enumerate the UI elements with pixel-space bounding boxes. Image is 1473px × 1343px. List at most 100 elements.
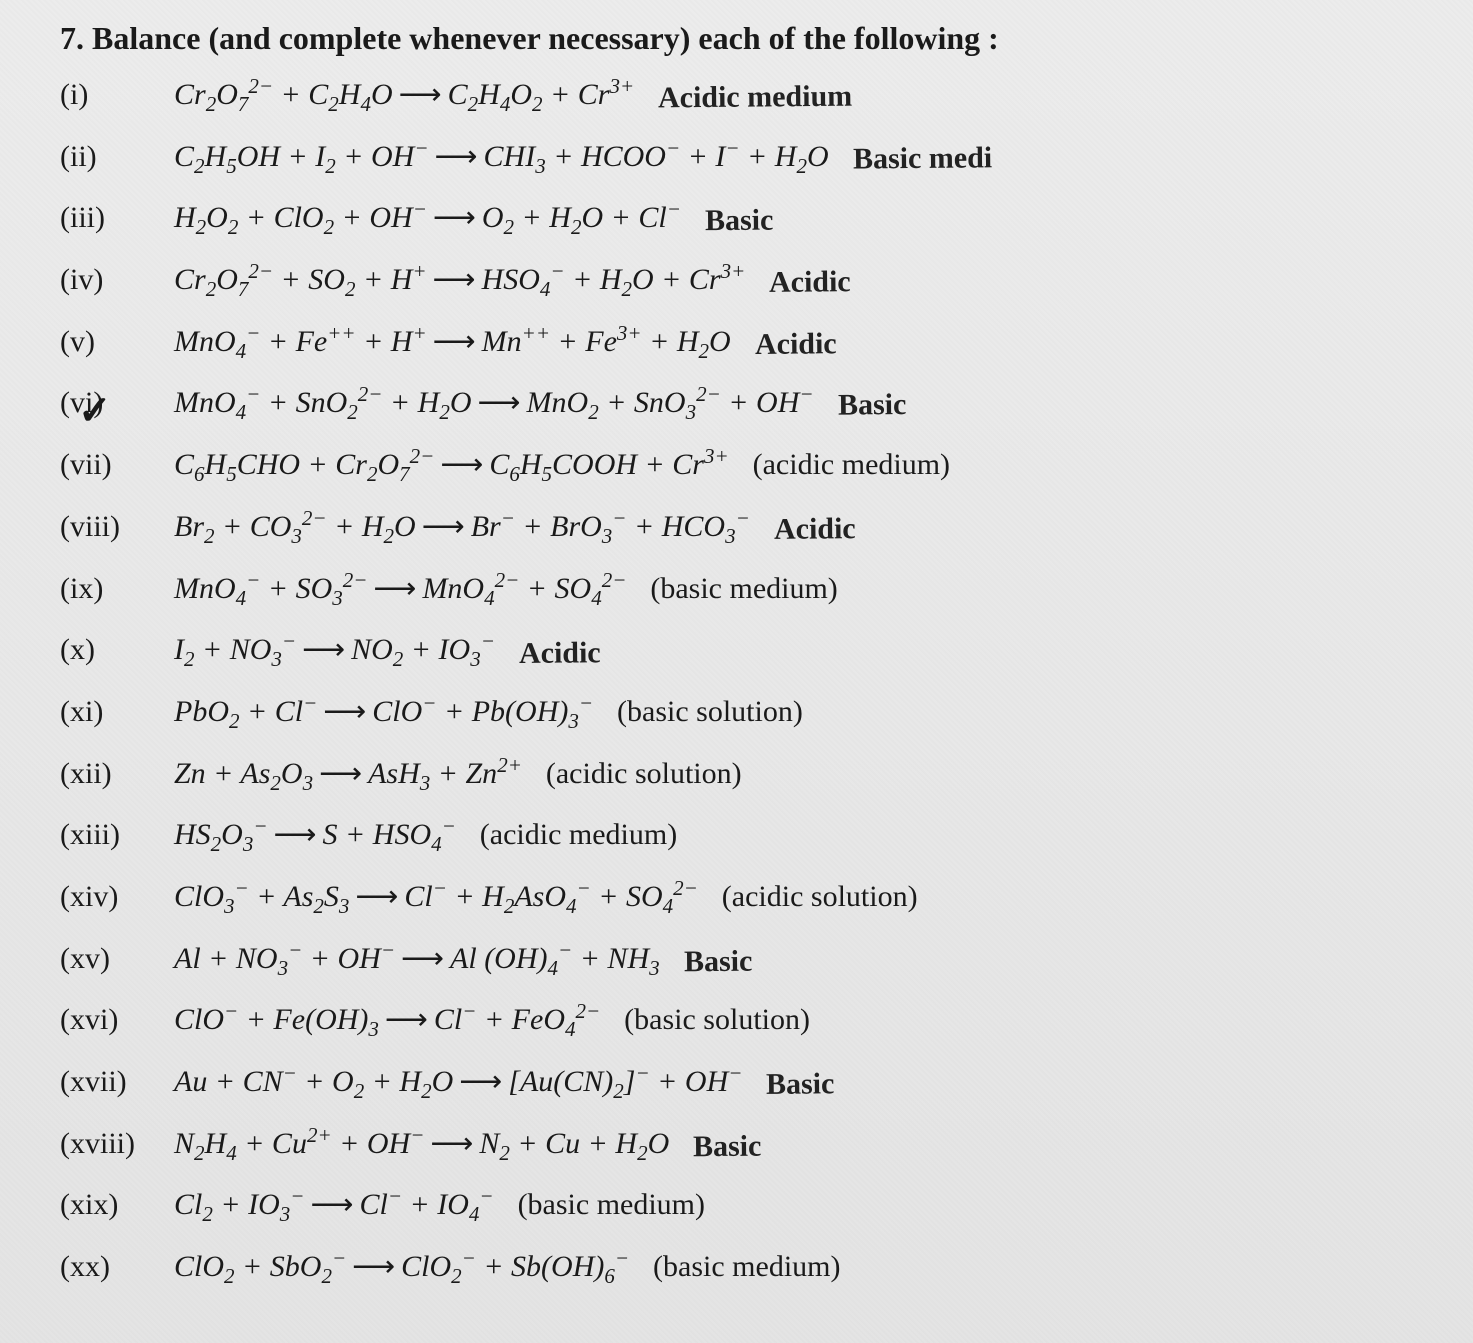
arrow-icon: ⟶ — [379, 1003, 434, 1036]
equation-body: MnO4− + SO32−⟶MnO42− + SO42− — [174, 563, 626, 617]
arrow-icon: ⟶ — [472, 386, 527, 419]
printed-note: (basic medium) — [518, 1179, 1433, 1230]
equation-number: (ii) — [60, 131, 150, 182]
handwritten-note: Basic — [683, 929, 1433, 987]
equation-number: (xvi) — [60, 994, 150, 1045]
arrow-icon: ⟶ — [317, 695, 372, 728]
equation-number: (xvii) — [60, 1056, 150, 1107]
equation-number: (xx) — [60, 1241, 150, 1292]
equation-number: (xv) — [60, 933, 150, 984]
equation-row: ✓(vi)MnO4− + SnO22− + H2O⟶MnO2 + SnO32− … — [60, 377, 1433, 431]
equation-row: (xix) Cl2 + IO3−⟶Cl− + IO4− (basic medium) — [60, 1179, 1433, 1233]
printed-note: (acidic solution) — [546, 748, 1433, 799]
equation-row: (xviii)N2H4 + Cu2+ + OH−⟶N2 + Cu + H2OBa… — [60, 1118, 1433, 1172]
equation-row: (i) Cr2O72− + C2H4O⟶C2H4O2 + Cr3+ Acidic m… — [60, 69, 1433, 123]
equation-body: Cr2O72− + SO2 + H+⟶HSO4− + H2O + Cr3+ — [174, 254, 745, 308]
printed-note: (basic medium) — [650, 563, 1433, 614]
equation-number: (xi) — [60, 686, 150, 737]
equation-body: I2 + NO3−⟶NO2 + IO3− — [174, 624, 495, 678]
equation-number: (vii) — [60, 439, 150, 490]
arrow-icon: ⟶ — [427, 263, 482, 296]
arrow-icon: ⟶ — [434, 448, 489, 481]
equation-body: Br2 + CO32− + H2O⟶Br− + BrO3− + HCO3− — [174, 501, 750, 555]
arrow-icon: ⟶ — [346, 1250, 401, 1283]
printed-note: (basic solution) — [617, 686, 1433, 737]
equation-row: (xv)Al + NO3− + OH−⟶Al (OH)4− + NH3Basic — [60, 933, 1433, 987]
equation-number: (xviii) — [60, 1118, 150, 1169]
handwritten-note: Basic — [837, 375, 1433, 431]
equation-body: HS2O3−⟶S + HSO4− — [174, 809, 456, 863]
equation-body: ClO3− + As2S3⟶Cl− + H2AsO4− + SO42− — [174, 871, 698, 925]
equation-row: (x)I2 + NO3−⟶NO2 + IO3−Acidic — [60, 624, 1433, 678]
equation-number: (v) — [60, 316, 150, 367]
equation-row: (iii) H2O2 + ClO2 + OH−⟶O2 + H2O + Cl− Bas… — [60, 192, 1433, 246]
equation-row: (xvii) Au + CN− + O2 + H2O⟶[Au(CN)2]− + O… — [60, 1056, 1433, 1110]
printed-note: (acidic medium) — [480, 809, 1433, 860]
arrow-icon: ⟶ — [304, 1188, 359, 1221]
checkmark-icon: ✓ — [78, 377, 112, 445]
equation-body: Cl2 + IO3−⟶Cl− + IO4− — [174, 1179, 494, 1233]
arrow-icon: ⟶ — [296, 633, 351, 666]
arrow-icon: ⟶ — [367, 572, 422, 605]
equation-row: (ix)MnO4− + SO32−⟶MnO42− + SO42−(basic m… — [60, 563, 1433, 617]
equation-row: (iv) Cr2O72− + SO2 + H+⟶HSO4− + H2O + Cr3… — [60, 254, 1433, 308]
equation-body: C6H5CHO + Cr2O72−⟶C6H5COOH + Cr3+ — [174, 439, 729, 493]
arrow-icon: ⟶ — [427, 201, 482, 234]
equation-body: PbO2 + Cl−⟶ClO− + Pb(OH)3− — [174, 686, 593, 740]
equation-body: MnO4− + Fe++ + H+⟶Mn++ + Fe3+ + H2O — [174, 316, 731, 370]
printed-note: (basic medium) — [653, 1241, 1433, 1292]
equation-body: ClO− + Fe(OH)3⟶Cl− + FeO42− — [174, 994, 600, 1048]
handwritten-note: Basic — [705, 189, 1434, 246]
handwritten-note: Acidic — [519, 620, 1434, 679]
equation-body: Cr2O72− + C2H4O⟶C2H4O2 + Cr3+ — [174, 69, 634, 123]
question-title: 7. Balance (and complete whenever necess… — [60, 20, 1433, 57]
equation-row: (xvi)ClO− + Fe(OH)3⟶Cl− + FeO42−(basic s… — [60, 994, 1433, 1048]
equation-number: (i) — [60, 69, 150, 120]
equation-number: (xix) — [60, 1179, 150, 1230]
handwritten-note: Basic — [766, 1053, 1433, 1110]
equation-row: (xiv) ClO3− + As2S3⟶Cl− + H2AsO4− + SO42−… — [60, 871, 1433, 925]
printed-note: (acidic solution) — [722, 871, 1433, 922]
arrow-icon: ⟶ — [429, 140, 484, 173]
equation-row: (xii)Zn + As2O3⟶AsH3 + Zn2+(acidic solut… — [60, 748, 1433, 802]
equation-number: (iii) — [60, 192, 150, 243]
arrow-icon: ⟶ — [268, 818, 323, 851]
arrow-icon: ⟶ — [453, 1065, 508, 1098]
equation-row: (xi) PbO2 + Cl−⟶ClO− + Pb(OH)3− (basic sol… — [60, 686, 1433, 740]
handwritten-note: Acidic — [769, 251, 1433, 308]
arrow-icon: ⟶ — [349, 880, 404, 913]
equation-row: (v) MnO4− + Fe++ + H+⟶Mn++ + Fe3+ + H2O Ac… — [60, 316, 1433, 370]
arrow-icon: ⟶ — [313, 757, 368, 790]
handwritten-note: Basic medi — [852, 128, 1433, 184]
equation-list: (i) Cr2O72− + C2H4O⟶C2H4O2 + Cr3+ Acidic m… — [60, 69, 1433, 1295]
equation-body: MnO4− + SnO22− + H2O⟶MnO2 + SnO32− + OH− — [174, 377, 814, 431]
handwritten-note: Acidic — [774, 498, 1434, 555]
handwritten-note: Basic — [693, 1114, 1433, 1171]
equation-body: N2H4 + Cu2+ + OH−⟶N2 + Cu + H2O — [174, 1118, 669, 1172]
equation-body: H2O2 + ClO2 + OH−⟶O2 + H2O + Cl− — [174, 192, 681, 246]
equation-number: (iv) — [60, 254, 150, 305]
equation-body: ClO2 + SbO2−⟶ClO2− + Sb(OH)6− — [174, 1241, 629, 1295]
arrow-icon: ⟶ — [427, 325, 482, 358]
equation-number: (x) — [60, 624, 150, 675]
equation-number: (xiv) — [60, 871, 150, 922]
equation-row: (xiii) HS2O3−⟶S + HSO4− (acidic medium) — [60, 809, 1433, 863]
arrow-icon: ⟶ — [393, 78, 448, 111]
equation-row: (xx) ClO2 + SbO2−⟶ClO2− + Sb(OH)6− (basic … — [60, 1241, 1433, 1295]
equation-body: C2H5OH + I2 + OH−⟶CHI3 + HCOO− + I− + H2… — [174, 131, 829, 185]
page: 7. Balance (and complete whenever necess… — [0, 0, 1473, 1343]
handwritten-note: Acidic — [754, 313, 1433, 370]
equation-row: (vii) C6H5CHO + Cr2O72−⟶C6H5COOH + Cr3+ (a… — [60, 439, 1433, 493]
handwritten-note: Acidic medium — [658, 66, 1433, 124]
equation-number: (viii) — [60, 501, 150, 552]
printed-note: (acidic medium) — [753, 439, 1433, 490]
arrow-icon: ⟶ — [395, 942, 450, 975]
equation-body: Zn + As2O3⟶AsH3 + Zn2+ — [174, 748, 522, 802]
arrow-icon: ⟶ — [424, 1127, 479, 1160]
equation-body: Al + NO3− + OH−⟶Al (OH)4− + NH3 — [174, 933, 660, 987]
equation-body: Au + CN− + O2 + H2O⟶[Au(CN)2]− + OH− — [174, 1056, 742, 1110]
equation-row: (viii) Br2 + CO32− + H2O⟶Br− + BrO3− + HC… — [60, 501, 1433, 555]
arrow-icon: ⟶ — [416, 510, 471, 543]
equation-row: (ii) C2H5OH + I2 + OH−⟶CHI3 + HCOO− + I− … — [60, 131, 1433, 185]
equation-number: (xiii) — [60, 809, 150, 860]
